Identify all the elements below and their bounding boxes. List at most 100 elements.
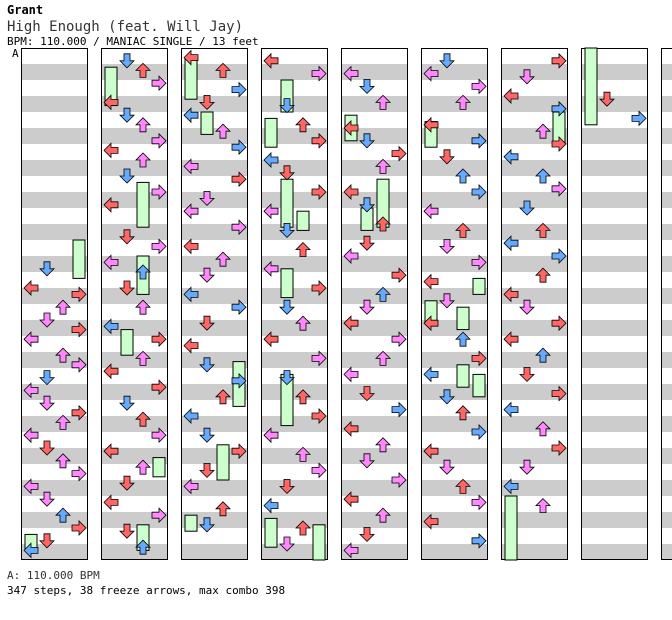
step-arrow-right	[311, 280, 327, 296]
stripe-band	[21, 496, 88, 512]
stripe-band	[661, 144, 672, 160]
stripe-band	[181, 496, 248, 512]
column-border	[421, 48, 488, 560]
stripe-band	[181, 448, 248, 464]
stripe-band	[341, 192, 408, 208]
stripe-band	[21, 528, 88, 544]
freeze-body	[296, 210, 310, 231]
stripe-band	[261, 480, 328, 496]
step-arrow-down	[439, 238, 455, 254]
step-arrow-right	[471, 494, 487, 511]
stripe-band	[581, 480, 648, 496]
step-arrow-up	[455, 222, 471, 238]
step-arrow-right	[631, 110, 647, 127]
stripe-band	[581, 320, 648, 336]
column-border	[101, 48, 168, 560]
stripe-band	[581, 176, 648, 192]
column-border	[21, 48, 88, 560]
stripe-band	[21, 128, 88, 144]
step-arrow-down	[39, 370, 55, 386]
stripe-band	[181, 272, 248, 288]
stripe-band	[181, 320, 248, 336]
stripe-band	[21, 304, 88, 320]
stripe-band	[341, 400, 408, 416]
step-arrow-down	[359, 453, 375, 469]
stripe-band	[341, 176, 408, 192]
stripe-band	[261, 176, 328, 192]
stripe-band	[261, 448, 328, 464]
stripe-band	[661, 464, 672, 480]
stripe-band	[581, 400, 648, 416]
stripe-band	[101, 64, 168, 80]
step-arrow-up	[375, 216, 391, 232]
freeze-body	[456, 306, 470, 331]
step-arrow-down	[439, 459, 455, 475]
stripe-band	[181, 128, 248, 144]
stripe-band	[21, 144, 88, 160]
stripe-band	[341, 512, 408, 528]
step-arrow-left	[423, 65, 439, 82]
stripe-band	[581, 336, 648, 352]
step-arrow-up	[535, 222, 551, 238]
stripe-band	[421, 496, 488, 512]
stripe-band	[661, 528, 672, 544]
stripe-band	[101, 80, 168, 96]
stripe-band	[421, 432, 488, 448]
step-arrow-left	[503, 401, 519, 418]
stripe-band	[341, 144, 408, 160]
step-arrow-right	[471, 184, 487, 200]
stripe-band	[581, 272, 648, 288]
step-arrow-down	[439, 389, 455, 405]
stripe-band	[501, 320, 568, 336]
step-arrow-down	[279, 222, 295, 238]
step-arrow-up	[375, 94, 391, 110]
stripe-band	[181, 464, 248, 480]
freeze-body	[136, 181, 150, 228]
step-arrow-right	[71, 321, 87, 338]
freeze-body	[472, 373, 486, 398]
stripe-band	[101, 112, 168, 128]
step-arrow-down	[199, 267, 215, 283]
stripe-band	[421, 464, 488, 480]
stripe-band	[501, 304, 568, 320]
step-arrow-left	[103, 142, 119, 159]
stripe-band	[661, 416, 672, 432]
step-arrow-right	[551, 180, 567, 197]
step-arrow-left	[343, 248, 359, 264]
stripe-band	[261, 96, 328, 112]
step-arrow-right	[151, 427, 167, 444]
step-arrow-right	[231, 299, 247, 316]
freeze-body	[216, 444, 230, 481]
step-arrow-right	[71, 520, 87, 536]
chart-info: BPM: 110.000 / MANIAC SINGLE / 13 feet	[7, 35, 259, 48]
stripe-band	[661, 320, 672, 336]
stripe-band	[501, 464, 568, 480]
step-arrow-down	[519, 200, 535, 216]
column-border	[501, 48, 568, 560]
stripe-band	[181, 416, 248, 432]
stripe-band	[181, 544, 248, 560]
step-arrow-right	[471, 532, 487, 549]
stripe-band	[21, 272, 88, 288]
stripe-band	[421, 544, 488, 560]
stripe-band	[661, 176, 672, 192]
step-arrow-left	[103, 196, 119, 213]
step-arrow-down	[359, 197, 375, 213]
step-arrow-down	[39, 312, 55, 328]
stripe-band	[261, 240, 328, 256]
stripe-band	[21, 224, 88, 240]
step-arrow-right	[151, 132, 167, 149]
step-arrow-up	[55, 347, 71, 363]
step-arrow-left	[263, 203, 279, 220]
stripe-band	[261, 160, 328, 176]
freeze-body	[504, 495, 518, 561]
freeze-body	[264, 517, 278, 548]
stripe-band	[181, 352, 248, 368]
stripe-band	[181, 224, 248, 240]
stripe-band	[181, 400, 248, 416]
stripe-band	[661, 544, 672, 560]
step-arrow-left	[183, 158, 199, 175]
stripe-band	[661, 256, 672, 272]
stripe-band	[661, 384, 672, 400]
